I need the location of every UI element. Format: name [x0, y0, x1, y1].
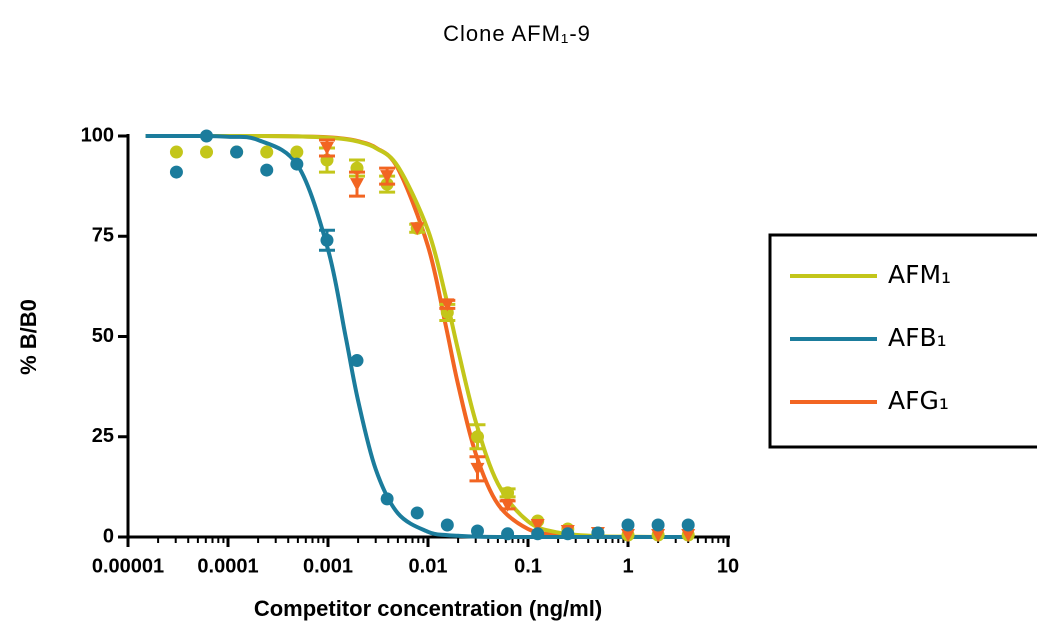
point [350, 178, 365, 192]
point [501, 527, 515, 541]
point [500, 498, 515, 512]
point [380, 170, 395, 184]
x-tick-label: 0.00001 [92, 555, 164, 577]
y-tick-label: 100 [81, 124, 114, 146]
point [681, 518, 695, 532]
legend-label: AFG₁ [888, 386, 949, 415]
y-axis-title: % B/B0 [16, 299, 41, 375]
point [410, 222, 425, 236]
point [440, 298, 455, 312]
point [621, 518, 635, 532]
point [380, 492, 394, 506]
x-axis-title: Competitor concentration (ng/ml) [254, 596, 602, 621]
y-tick-label: 50 [92, 325, 114, 347]
point [531, 527, 545, 541]
point [350, 354, 364, 368]
point [651, 518, 665, 532]
point [470, 462, 485, 476]
fit-curve [145, 133, 689, 540]
point [591, 526, 605, 540]
point [230, 145, 244, 159]
x-tick-label: 0.01 [409, 555, 448, 577]
chart-title: Clone AFM₁-9 [443, 21, 591, 46]
point [681, 528, 696, 542]
point [319, 142, 334, 156]
x-tick-label: 10 [717, 555, 739, 577]
x-tick-label: 0.001 [303, 555, 353, 577]
point [290, 157, 304, 171]
point [320, 233, 334, 247]
point [169, 165, 183, 179]
point [470, 524, 484, 538]
point [169, 145, 183, 159]
x-tick-label: 1 [622, 555, 633, 577]
fit-curve [145, 133, 689, 540]
y-tick-label: 25 [92, 425, 114, 447]
point [260, 145, 274, 159]
point [260, 163, 274, 177]
x-tick-label: 0.1 [514, 555, 542, 577]
y-tick-label: 0 [103, 525, 114, 547]
legend-label: AFB₁ [888, 323, 947, 352]
point [200, 145, 214, 159]
point [651, 528, 666, 542]
point [470, 430, 484, 444]
point [530, 518, 545, 532]
point [410, 506, 424, 520]
fit-curve [145, 133, 689, 540]
point [561, 527, 575, 541]
point [621, 528, 635, 542]
point [440, 518, 454, 532]
point [290, 145, 304, 159]
point [501, 486, 515, 500]
x-tick-label: 0.0001 [197, 555, 258, 577]
point [200, 129, 214, 143]
y-tick-label: 75 [92, 225, 114, 247]
legend-label: AFM₁ [888, 260, 951, 289]
